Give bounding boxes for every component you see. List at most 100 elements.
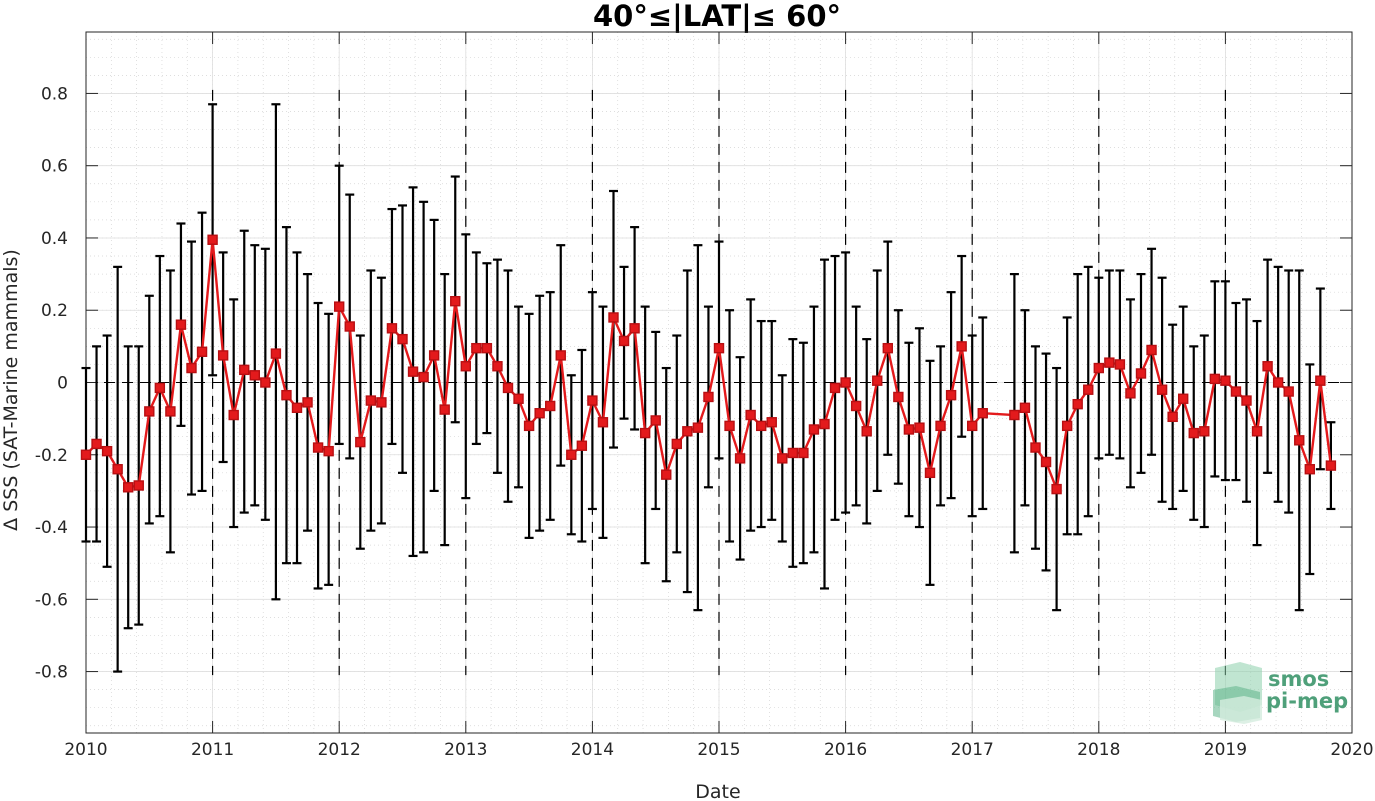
- data-point: [291, 402, 303, 413]
- data-point: [692, 422, 704, 433]
- data-point: [1177, 393, 1189, 404]
- data-point: [122, 482, 134, 493]
- data-point: [1294, 435, 1305, 446]
- data-point: [587, 395, 598, 406]
- logo-mark-icon: [1213, 662, 1262, 724]
- data-point: [1104, 357, 1115, 368]
- data-point: [481, 342, 493, 354]
- data-point: [365, 395, 377, 406]
- data-point: [555, 350, 566, 361]
- data-point: [618, 335, 630, 347]
- data-point: [977, 408, 988, 419]
- data-point: [861, 426, 872, 437]
- data-point: [566, 449, 577, 460]
- data-point: [808, 424, 820, 435]
- data-point: [1083, 384, 1094, 395]
- data-point: [671, 438, 682, 450]
- data-point: [450, 295, 461, 307]
- data-point: [1262, 361, 1273, 372]
- data-point: [1315, 375, 1326, 386]
- data-point: [1220, 375, 1231, 386]
- data-point: [175, 319, 187, 330]
- data-point: [787, 447, 799, 459]
- y-tick-label: 0.6: [41, 157, 68, 177]
- data-point: [1019, 402, 1031, 413]
- series-markers: [80, 234, 1337, 495]
- data-point: [101, 445, 113, 457]
- data-point: [777, 453, 788, 464]
- data-point: [334, 301, 345, 312]
- data-point: [545, 400, 556, 412]
- data-point: [302, 397, 313, 408]
- x-axis-label: Date: [695, 781, 740, 801]
- data-point: [597, 417, 609, 428]
- data-point: [428, 350, 440, 361]
- data-point: [840, 377, 851, 388]
- data-point: [1051, 483, 1062, 495]
- data-point: [502, 382, 514, 394]
- chart-title: 40°≤|LAT|≤ 60°: [593, 0, 841, 33]
- data-point: [513, 393, 524, 404]
- data-point: [249, 370, 261, 381]
- data-point: [734, 453, 746, 464]
- data-point: [1188, 427, 1199, 439]
- data-point: [1146, 344, 1157, 356]
- data-point: [639, 427, 651, 439]
- data-point: [133, 480, 144, 491]
- data-point: [165, 406, 176, 417]
- data-point: [1325, 460, 1337, 471]
- data-point: [819, 418, 830, 430]
- data-point: [1156, 384, 1168, 395]
- data-point: [1009, 409, 1020, 421]
- data-point: [534, 408, 545, 419]
- x-tick-label: 2015: [697, 740, 740, 760]
- data-point: [1199, 426, 1210, 437]
- data-point: [386, 323, 398, 334]
- data-point: [914, 422, 925, 433]
- data-point: [903, 424, 915, 435]
- y-tick-label: 0.2: [41, 301, 68, 321]
- data-point: [323, 445, 334, 457]
- data-point: [1125, 388, 1136, 399]
- data-point: [713, 342, 725, 354]
- data-point: [1209, 373, 1221, 385]
- data-point: [217, 350, 229, 361]
- x-tick-label: 2011: [191, 740, 234, 760]
- data-point: [1167, 411, 1178, 423]
- data-point: [460, 361, 471, 372]
- x-tick-labels: 2010 2011 2012 2013 2014 2015 2016 2017 2018 2019…: [64, 740, 1373, 760]
- data-point: [112, 464, 123, 475]
- y-tick-label: -0.8: [35, 663, 68, 683]
- data-point: [1241, 395, 1252, 406]
- data-point: [439, 404, 450, 415]
- data-point: [724, 420, 735, 432]
- data-point: [608, 312, 619, 323]
- data-point: [882, 342, 893, 354]
- data-point: [1272, 377, 1284, 388]
- data-point: [745, 409, 756, 421]
- data-point: [1230, 386, 1242, 397]
- data-point: [91, 438, 102, 450]
- y-tick-label: -0.6: [35, 590, 68, 610]
- logo-line2: pi-mep: [1266, 689, 1348, 713]
- y-axis-label: Δ SSS (SAT-Marine mammals): [0, 249, 22, 531]
- data-point: [239, 364, 250, 376]
- data-point: [1072, 398, 1083, 410]
- x-tick-label: 2018: [1077, 740, 1120, 760]
- data-point: [344, 321, 355, 332]
- y-tick-label: 0.8: [41, 84, 68, 104]
- y-tick-labels: -0.8 -0.6 -0.4 -0.2 0 0.2 0.4 0.6 0.8: [35, 84, 68, 682]
- data-point: [80, 449, 92, 460]
- error-bars: [81, 103, 1336, 673]
- data-point: [471, 342, 482, 354]
- data-point: [154, 382, 166, 394]
- data-point: [355, 436, 366, 448]
- data-point: [207, 234, 218, 245]
- y-tick-label: -0.4: [35, 518, 68, 538]
- x-tick-label: 2013: [444, 740, 487, 760]
- data-point: [270, 348, 282, 359]
- data-point: [1114, 359, 1126, 370]
- data-point: [1251, 426, 1263, 437]
- x-tick-label: 2010: [64, 740, 107, 760]
- data-point: [1304, 464, 1316, 475]
